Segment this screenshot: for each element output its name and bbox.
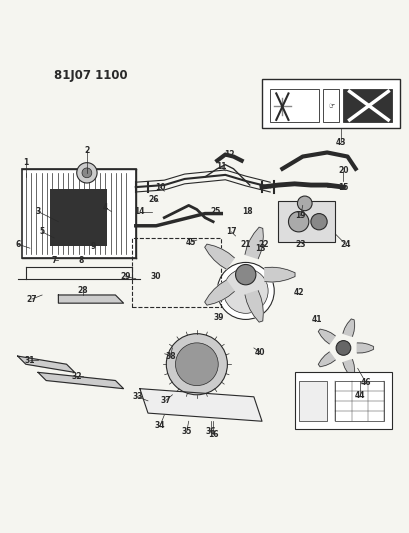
Text: 15: 15 <box>337 183 348 191</box>
Text: 45: 45 <box>185 238 196 247</box>
Text: 25: 25 <box>209 207 220 216</box>
Polygon shape <box>317 352 335 367</box>
Text: 46: 46 <box>360 378 370 387</box>
Text: 27: 27 <box>27 295 37 304</box>
Text: 20: 20 <box>337 166 348 175</box>
Text: 5: 5 <box>39 228 45 237</box>
Text: 43: 43 <box>335 138 346 147</box>
Circle shape <box>335 341 350 356</box>
Bar <box>270 90 318 122</box>
Text: 1: 1 <box>23 158 28 167</box>
Text: 11: 11 <box>216 162 226 171</box>
Text: 41: 41 <box>311 315 321 324</box>
Text: ☞: ☞ <box>327 103 334 109</box>
Text: 40: 40 <box>254 348 265 357</box>
Text: 19: 19 <box>295 211 305 220</box>
Text: 18: 18 <box>242 207 252 216</box>
Polygon shape <box>18 356 74 373</box>
Polygon shape <box>139 389 261 421</box>
Bar <box>343 90 391 122</box>
Text: 16: 16 <box>207 430 218 439</box>
Bar <box>278 201 335 242</box>
Text: 29: 29 <box>120 272 130 281</box>
Text: 23: 23 <box>295 240 305 248</box>
Circle shape <box>166 334 227 395</box>
Polygon shape <box>356 343 373 353</box>
Polygon shape <box>204 244 234 269</box>
Circle shape <box>76 163 97 183</box>
Bar <box>322 90 339 122</box>
Bar <box>261 79 400 128</box>
Circle shape <box>235 264 255 285</box>
Circle shape <box>288 212 308 232</box>
Polygon shape <box>245 290 263 322</box>
Text: 28: 28 <box>77 286 88 295</box>
Text: 12: 12 <box>224 150 234 159</box>
Polygon shape <box>342 359 354 377</box>
Bar <box>298 381 326 421</box>
Text: 10: 10 <box>155 183 165 191</box>
Bar <box>131 238 221 307</box>
Polygon shape <box>38 373 123 389</box>
Text: 32: 32 <box>71 372 82 381</box>
Text: 38: 38 <box>165 352 175 361</box>
Text: 2: 2 <box>84 146 89 155</box>
Circle shape <box>175 343 218 385</box>
Polygon shape <box>58 295 123 303</box>
Text: 31: 31 <box>25 356 35 365</box>
Text: 24: 24 <box>339 240 350 248</box>
Circle shape <box>217 262 274 319</box>
Text: 9: 9 <box>90 241 95 251</box>
Text: 39: 39 <box>213 313 224 322</box>
Polygon shape <box>245 227 263 259</box>
Polygon shape <box>342 319 354 336</box>
Bar <box>335 381 383 421</box>
Text: 6: 6 <box>15 240 20 248</box>
Text: 26: 26 <box>148 195 159 204</box>
Polygon shape <box>204 280 234 305</box>
Text: 13: 13 <box>254 244 265 253</box>
Polygon shape <box>264 267 294 282</box>
Text: 33: 33 <box>132 392 143 401</box>
Text: 81J07 1100: 81J07 1100 <box>54 69 128 82</box>
Text: 35: 35 <box>181 427 191 437</box>
Bar <box>50 189 107 246</box>
Polygon shape <box>317 329 335 344</box>
Text: 37: 37 <box>161 395 171 405</box>
Text: 4: 4 <box>102 203 108 212</box>
Text: 7: 7 <box>52 256 57 265</box>
Circle shape <box>310 214 326 230</box>
Text: 30: 30 <box>151 272 161 281</box>
Text: 34: 34 <box>155 421 165 430</box>
Circle shape <box>82 168 92 177</box>
Text: 36: 36 <box>205 427 216 437</box>
Text: 3: 3 <box>35 207 40 216</box>
Text: 44: 44 <box>354 391 364 400</box>
Bar <box>294 373 391 430</box>
Text: 8: 8 <box>78 256 83 265</box>
Text: 17: 17 <box>226 228 236 237</box>
Circle shape <box>223 269 267 313</box>
Text: 42: 42 <box>293 288 303 297</box>
Circle shape <box>297 196 311 211</box>
Text: 14: 14 <box>134 207 145 216</box>
Bar <box>22 169 135 259</box>
Text: 22: 22 <box>258 240 269 248</box>
Text: 21: 21 <box>240 240 250 248</box>
